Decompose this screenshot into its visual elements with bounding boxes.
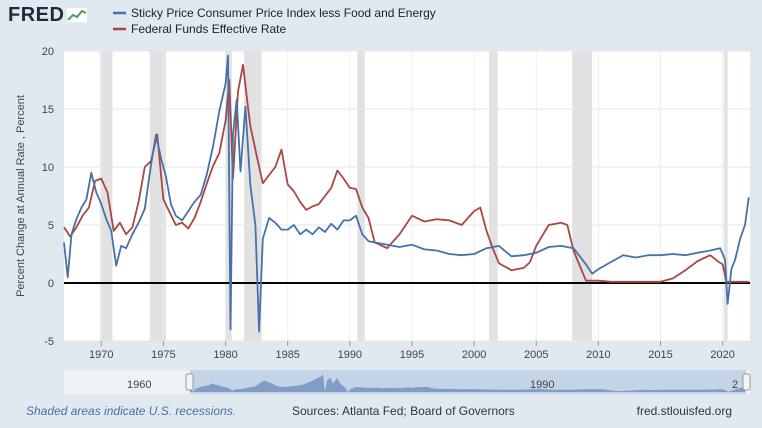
x-tick-label: 2020 [710, 349, 734, 361]
x-tick-label: 1975 [151, 349, 175, 361]
logo-chart-icon [67, 8, 88, 22]
recession-band [100, 51, 113, 341]
x-tick-label: 1990 [338, 349, 362, 361]
plot-background [64, 51, 750, 341]
recession-band [357, 51, 365, 341]
recession-band [723, 51, 728, 341]
range-navigator[interactable]: 1960 1990 2 [64, 370, 751, 394]
legend-label-sticky-cpi: Sticky Price Consumer Price Index less F… [131, 6, 436, 20]
navigator-left-handle[interactable] [185, 373, 194, 391]
y-tick-label: 20 [42, 46, 54, 58]
series-lines [63, 54, 750, 333]
recession-band [489, 51, 498, 341]
y-tick-label: 0 [48, 278, 54, 290]
series-line [63, 54, 750, 333]
x-tick-label: 2015 [648, 349, 672, 361]
legend: Sticky Price Consumer Price Index less F… [113, 6, 436, 36]
y-axis-ticks: -5 0 5 10 15 20 [42, 46, 54, 348]
sources-text: Sources: Atlanta Fed; Board of Governors [292, 404, 515, 418]
fred-logo[interactable]: FRED [8, 4, 88, 27]
x-tick-label: 2000 [462, 349, 486, 361]
navigator-label-1990: 1990 [530, 379, 554, 391]
source-link[interactable]: fred.stlouisfed.org [636, 404, 732, 418]
recession-note: Shaded areas indicate U.S. recessions. [26, 404, 237, 418]
y-axis-label: Percent Change at Annual Rate , Percent [15, 95, 27, 297]
navigator-right-handle[interactable] [742, 373, 751, 391]
recession-band [149, 51, 166, 341]
x-tick-label: 1970 [89, 349, 113, 361]
recession-band [572, 51, 593, 341]
x-axis-ticks: 1970 1975 1980 1985 1990 1995 2000 2005 2010 2015… [89, 341, 735, 361]
y-tick-label: 15 [42, 104, 54, 116]
x-tick-label: 2010 [586, 349, 610, 361]
x-tick-label: 1995 [400, 349, 424, 361]
navigator-label-1960: 1960 [127, 379, 151, 391]
x-tick-label: 2005 [524, 349, 548, 361]
y-tick-label: 5 [48, 220, 54, 232]
x-tick-label: 1980 [213, 349, 237, 361]
y-tick-label: -5 [44, 336, 54, 348]
navigator-mini-series [190, 374, 745, 392]
navigator-label-end: 2 [732, 379, 738, 391]
y-tick-label: 10 [42, 162, 54, 174]
legend-label-fed-funds: Federal Funds Effective Rate [131, 22, 287, 36]
x-tick-label: 1985 [275, 349, 299, 361]
